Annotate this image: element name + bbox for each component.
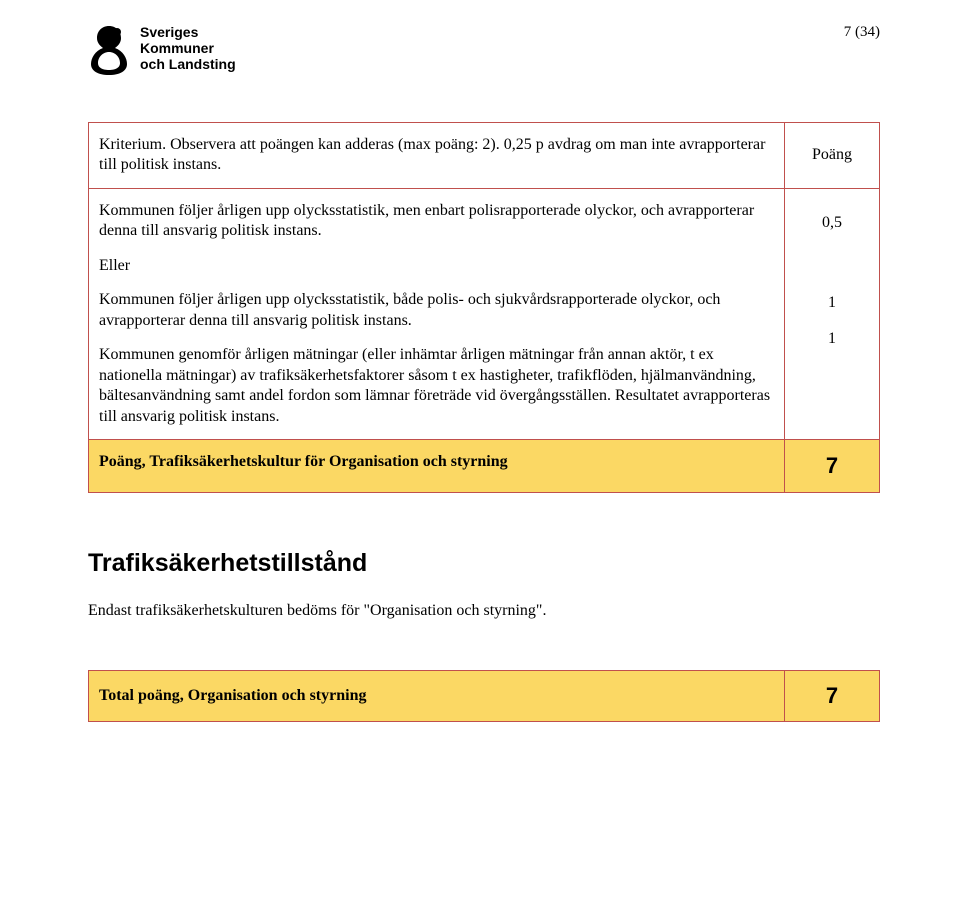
total-value: 7 xyxy=(785,671,880,722)
table-body-row: Kommunen följer årligen upp olycksstatis… xyxy=(89,188,880,439)
logo-text: Sveriges Kommuner och Landsting xyxy=(140,24,236,72)
total-row: Total poäng, Organisation och styrning 7 xyxy=(89,671,880,722)
table-sum-row: Poäng, Trafiksäkerhetskultur för Organis… xyxy=(89,440,880,493)
criteria-p1: Kommunen följer årligen upp olycksstatis… xyxy=(99,201,774,242)
criteria-body: Kommunen följer årligen upp olycksstatis… xyxy=(89,188,785,439)
sum-label: Poäng, Trafiksäkerhetskultur för Organis… xyxy=(89,440,785,493)
score-1: 0,5 xyxy=(795,201,869,245)
criteria-table: Kriterium. Observera att poängen kan add… xyxy=(88,122,880,493)
total-label: Total poäng, Organisation och styrning xyxy=(89,671,785,722)
page-root: Sveriges Kommuner och Landsting 7 (34) K… xyxy=(0,0,960,916)
logo-line2: Kommuner xyxy=(140,40,236,56)
criteria-header-text: Kriterium. Observera att poängen kan add… xyxy=(89,123,785,189)
score-3: 1 xyxy=(795,325,869,411)
sum-value: 7 xyxy=(785,440,880,493)
logo-line1: Sveriges xyxy=(140,24,236,40)
criteria-p3: Kommunen genomför årligen mätningar (ell… xyxy=(99,345,774,427)
page-number: 7 (34) xyxy=(844,24,880,41)
section-body: Endast trafiksäkerhetskulturen bedöms fö… xyxy=(88,602,880,620)
section-title: Trafiksäkerhetstillstånd xyxy=(88,549,880,578)
criteria-scores: 0,5 1 1 xyxy=(785,188,880,439)
logo: Sveriges Kommuner och Landsting xyxy=(88,24,236,76)
score-gap xyxy=(795,245,869,281)
score-2: 1 xyxy=(795,281,869,325)
total-table: Total poäng, Organisation och styrning 7 xyxy=(88,670,880,722)
page-header: Sveriges Kommuner och Landsting 7 (34) xyxy=(88,24,880,86)
score-header: Poäng xyxy=(785,123,880,189)
criteria-p2: Kommunen följer årligen upp olycksstatis… xyxy=(99,290,774,331)
logo-line3: och Landsting xyxy=(140,56,236,72)
skl-logo-icon xyxy=(88,24,130,76)
criteria-eller: Eller xyxy=(99,256,774,276)
table-header-row: Kriterium. Observera att poängen kan add… xyxy=(89,123,880,189)
